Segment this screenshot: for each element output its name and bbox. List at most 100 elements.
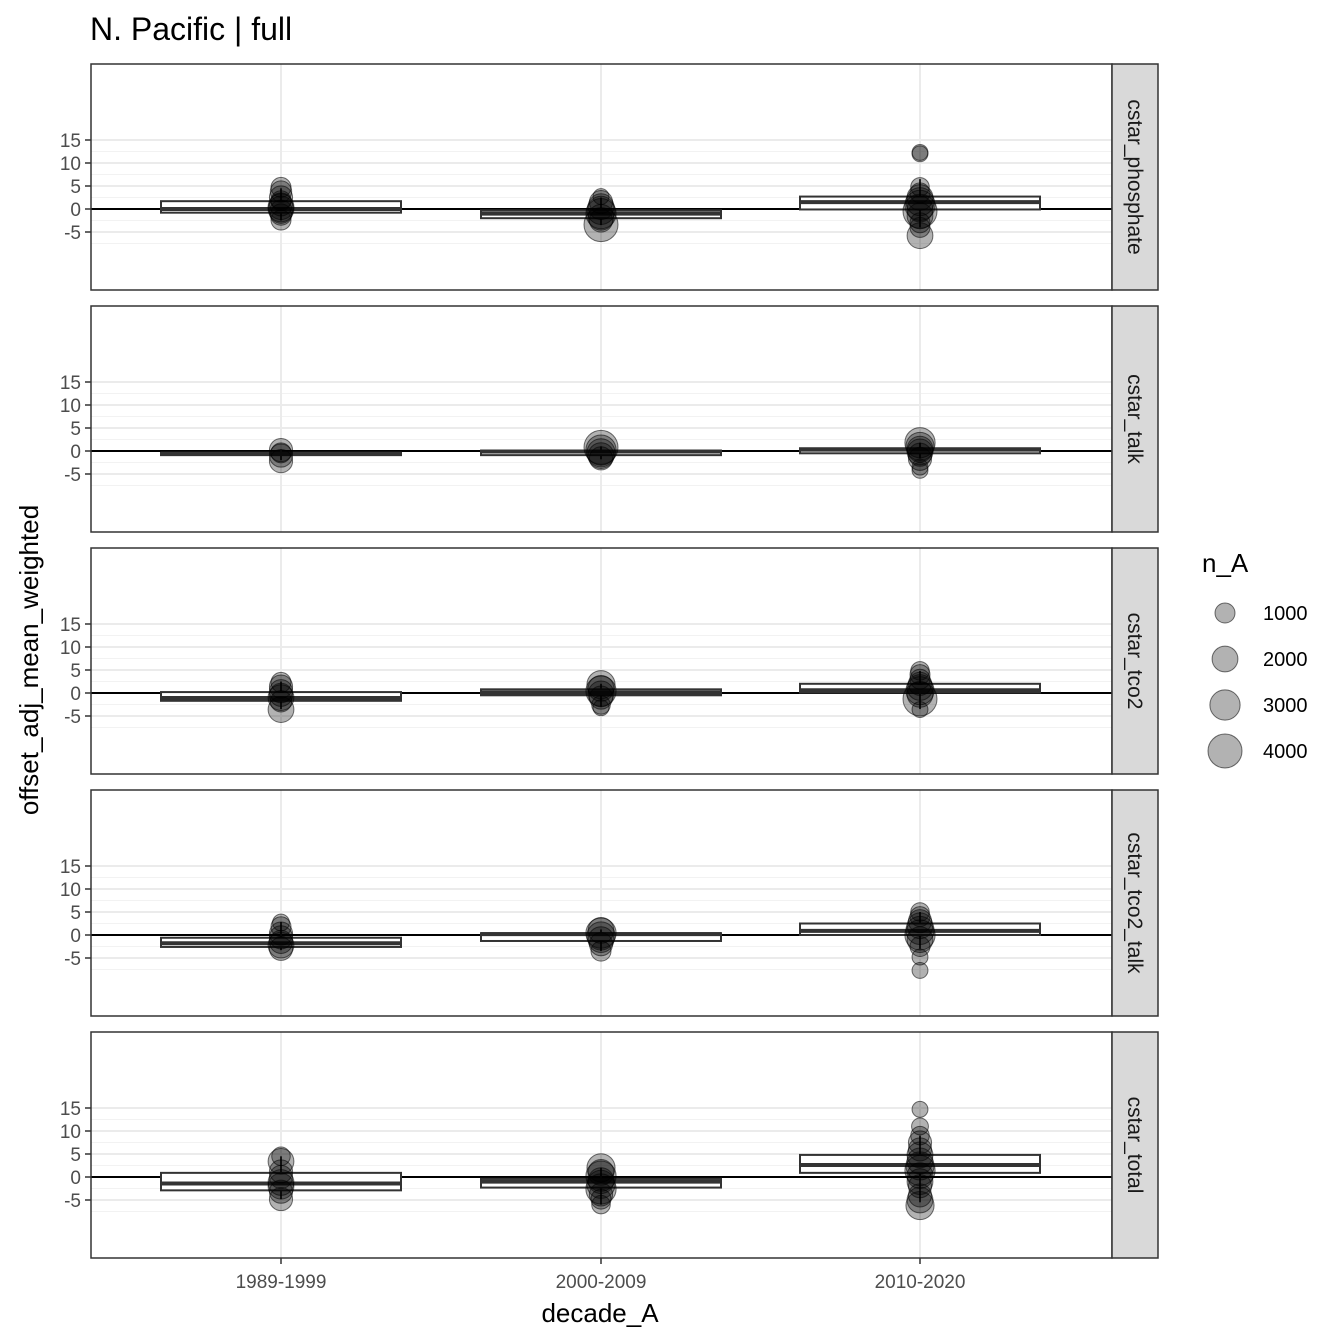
box-2010-2020 (799, 682, 1041, 694)
y-tick-label: 5 (70, 419, 81, 440)
data-point (592, 699, 610, 717)
facet-strip-label: cstar_phosphate (1123, 99, 1146, 254)
legend-label: 2000 (1263, 649, 1308, 671)
data-point (268, 936, 294, 961)
data-point (911, 1100, 929, 1118)
data-point (268, 185, 294, 210)
data-point (590, 1188, 612, 1210)
legend-label: 4000 (1263, 741, 1308, 763)
data-point (902, 681, 938, 717)
data-point (905, 431, 935, 461)
facet-strip-label: cstar_tco2 (1123, 613, 1146, 710)
y-tick-label: 10 (60, 880, 81, 901)
y-tick-label: 15 (60, 131, 81, 152)
y-tick-label: 15 (60, 857, 81, 878)
data-point (586, 195, 616, 225)
data-point (587, 675, 615, 702)
data-point (591, 695, 611, 715)
data-point (906, 1168, 934, 1195)
data-point (269, 203, 293, 226)
data-point (268, 921, 294, 946)
y-tick-label: -5 (64, 707, 81, 728)
legend-label: 3000 (1263, 695, 1308, 717)
y-tick-label: 0 (70, 926, 81, 947)
facet-strip (1111, 789, 1159, 1017)
legend: n_A 1000 2000 3000 4000 (1202, 548, 1308, 769)
data-point (585, 197, 617, 230)
facet-strip (1111, 547, 1159, 775)
data-point (268, 1179, 294, 1204)
legend-title: n_A (1202, 548, 1249, 578)
data-point (583, 429, 619, 465)
data-point (583, 207, 619, 243)
y-tick-label: -5 (64, 465, 81, 486)
data-point (268, 682, 294, 707)
y-tick-label: 0 (70, 684, 81, 705)
facet-strip-label: cstar_talk (1123, 374, 1146, 464)
data-point (904, 1154, 936, 1187)
y-tick-label: 5 (70, 1145, 81, 1166)
data-point (268, 1159, 294, 1184)
data-point (588, 446, 614, 471)
data-point (911, 145, 929, 163)
legend-key-4000 (1207, 733, 1243, 769)
facet-strip-label: cstar_tco2_talk (1123, 832, 1146, 974)
data-point (911, 461, 929, 479)
data-point (906, 202, 934, 230)
y-tick-label: 10 (60, 1122, 81, 1143)
y-tick-label: -5 (64, 1191, 81, 1212)
y-tick-label: 15 (60, 373, 81, 394)
y-tick-label: 10 (60, 396, 81, 417)
data-point (585, 917, 617, 949)
y-tick-label: 5 (70, 903, 81, 924)
box-1989-1999 (160, 200, 402, 214)
y-tick-label: 0 (70, 1168, 81, 1189)
data-point (911, 961, 929, 979)
y-tick-label: 5 (70, 661, 81, 682)
y-tick-label: 15 (60, 1099, 81, 1120)
facet-strip-label: cstar_total (1123, 1097, 1146, 1194)
data-point (590, 940, 612, 962)
facet-strip (1111, 305, 1159, 533)
y-tick-label: 0 (70, 200, 81, 221)
data-point (588, 685, 614, 710)
x-tick-label: 1989-1999 (236, 1272, 327, 1293)
y-tick-label: 0 (70, 442, 81, 463)
data-point (267, 1172, 295, 1200)
legend-label: 1000 (1263, 603, 1308, 625)
data-point (268, 929, 294, 954)
y-tick-label: 15 (60, 615, 81, 636)
legend-key-1000 (1214, 602, 1236, 624)
data-point (588, 932, 614, 957)
data-point (911, 948, 929, 966)
x-tick-label: 2000-2009 (556, 1272, 647, 1293)
data-point (911, 701, 929, 719)
facet-strip (1111, 63, 1159, 291)
legend-key-3000 (1209, 689, 1241, 721)
x-tick-label: 2010-2020 (875, 1272, 966, 1293)
chart-title: N. Pacific | full (90, 11, 292, 47)
data-point (270, 442, 292, 464)
data-point (906, 1141, 934, 1169)
y-tick-label: -5 (64, 223, 81, 244)
data-point (906, 222, 934, 250)
data-point (268, 449, 294, 474)
data-point (906, 926, 934, 953)
data-point (904, 189, 936, 221)
legend-key-2000 (1211, 645, 1239, 673)
data-point (269, 690, 293, 713)
data-point (268, 443, 294, 468)
data-point (587, 1159, 615, 1186)
facet-strip (1111, 1031, 1159, 1259)
x-axis-title: decade_A (541, 1298, 659, 1328)
data-point (270, 671, 292, 693)
data-point (591, 1194, 611, 1215)
data-point (267, 696, 295, 723)
x-axis: 1989-1999 2000-2009 2010-2020 (236, 1258, 966, 1293)
